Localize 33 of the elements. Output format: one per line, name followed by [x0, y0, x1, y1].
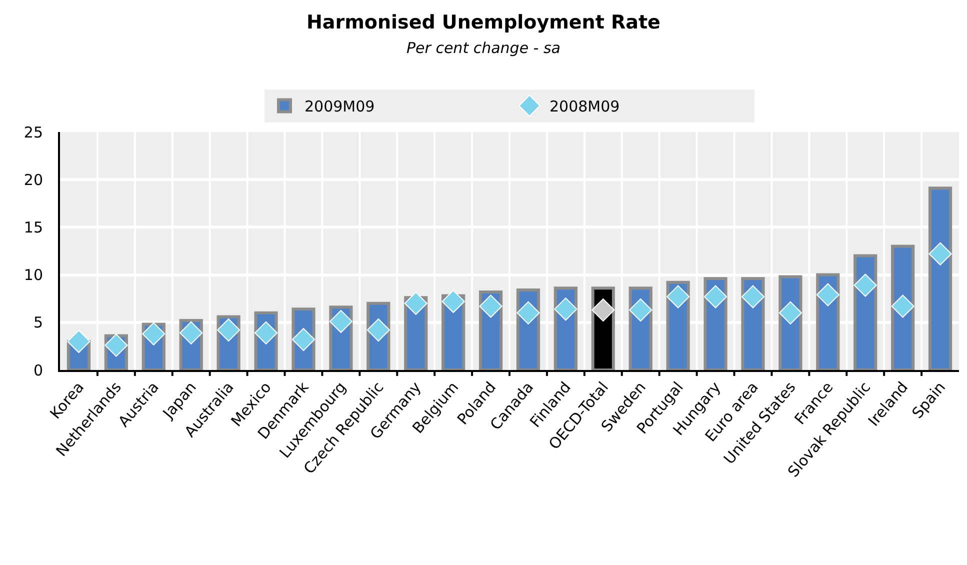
point	[816, 283, 840, 306]
point	[928, 242, 952, 266]
point	[516, 301, 540, 324]
point	[366, 318, 390, 342]
point	[778, 301, 802, 324]
point	[854, 274, 877, 297]
legend-label: 2009M09	[304, 98, 375, 116]
point	[404, 292, 428, 315]
point	[292, 328, 316, 352]
chart-subtitle: Per cent change - sa	[406, 38, 560, 57]
y-tick-label: 0	[33, 361, 43, 380]
point	[67, 330, 90, 353]
y-tick-label: 5	[33, 314, 43, 332]
point	[142, 322, 166, 346]
point	[442, 290, 465, 314]
point	[254, 321, 278, 344]
point	[741, 285, 765, 308]
point	[479, 294, 502, 318]
y-tick-label: 10	[24, 266, 43, 284]
y-tick-label: 15	[24, 218, 43, 236]
point	[592, 298, 615, 322]
point	[704, 285, 728, 308]
y-tick-label: 20	[24, 170, 43, 189]
legend-label: 2008M09	[550, 98, 620, 116]
point	[217, 318, 240, 342]
bar	[928, 186, 952, 370]
point	[554, 298, 578, 321]
point	[329, 310, 352, 333]
point	[891, 294, 914, 318]
point	[629, 298, 652, 322]
point	[666, 285, 690, 308]
chart-title: Harmonised Unemployment Rate	[306, 11, 660, 34]
y-tick-label: 25	[24, 123, 43, 142]
